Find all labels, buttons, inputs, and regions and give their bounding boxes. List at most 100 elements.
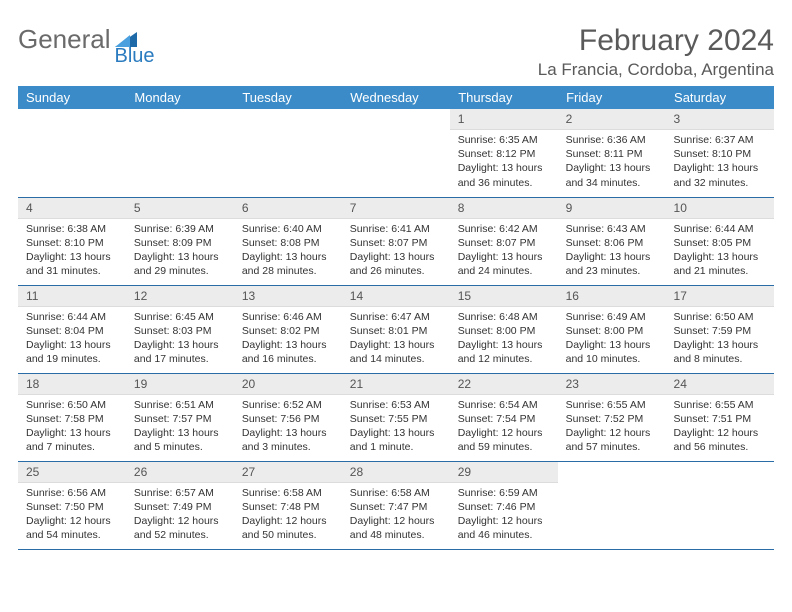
day-detail: Sunrise: 6:45 AMSunset: 8:03 PMDaylight:… [126, 307, 234, 371]
weekday-header: Wednesday [342, 86, 450, 109]
calendar-cell: 14Sunrise: 6:47 AMSunset: 8:01 PMDayligh… [342, 285, 450, 373]
day-detail: Sunrise: 6:56 AMSunset: 7:50 PMDaylight:… [18, 483, 126, 547]
day-detail: Sunrise: 6:53 AMSunset: 7:55 PMDaylight:… [342, 395, 450, 459]
day-number: 4 [18, 198, 126, 219]
day-number: 22 [450, 374, 558, 395]
day-number: 16 [558, 286, 666, 307]
day-number: 28 [342, 462, 450, 483]
day-number: 17 [666, 286, 774, 307]
day-number: 25 [18, 462, 126, 483]
calendar-cell: 13Sunrise: 6:46 AMSunset: 8:02 PMDayligh… [234, 285, 342, 373]
day-number: 6 [234, 198, 342, 219]
day-number: 12 [126, 286, 234, 307]
day-detail: Sunrise: 6:41 AMSunset: 8:07 PMDaylight:… [342, 219, 450, 283]
calendar-cell: 10Sunrise: 6:44 AMSunset: 8:05 PMDayligh… [666, 197, 774, 285]
calendar-cell: 24Sunrise: 6:55 AMSunset: 7:51 PMDayligh… [666, 373, 774, 461]
calendar-cell: 5Sunrise: 6:39 AMSunset: 8:09 PMDaylight… [126, 197, 234, 285]
weekday-header: Thursday [450, 86, 558, 109]
weekday-header: Sunday [18, 86, 126, 109]
day-number: 23 [558, 374, 666, 395]
day-detail: Sunrise: 6:37 AMSunset: 8:10 PMDaylight:… [666, 130, 774, 194]
day-number: 13 [234, 286, 342, 307]
day-detail: Sunrise: 6:47 AMSunset: 8:01 PMDaylight:… [342, 307, 450, 371]
calendar-cell: 29Sunrise: 6:59 AMSunset: 7:46 PMDayligh… [450, 461, 558, 549]
day-number: 26 [126, 462, 234, 483]
calendar-cell [126, 109, 234, 197]
day-number: 7 [342, 198, 450, 219]
day-detail: Sunrise: 6:35 AMSunset: 8:12 PMDaylight:… [450, 130, 558, 194]
day-detail: Sunrise: 6:50 AMSunset: 7:59 PMDaylight:… [666, 307, 774, 371]
day-number: 2 [558, 109, 666, 130]
day-detail: Sunrise: 6:49 AMSunset: 8:00 PMDaylight:… [558, 307, 666, 371]
day-number: 10 [666, 198, 774, 219]
calendar-cell [558, 461, 666, 549]
calendar-cell: 8Sunrise: 6:42 AMSunset: 8:07 PMDaylight… [450, 197, 558, 285]
calendar-row: 1Sunrise: 6:35 AMSunset: 8:12 PMDaylight… [18, 109, 774, 197]
calendar-row: 4Sunrise: 6:38 AMSunset: 8:10 PMDaylight… [18, 197, 774, 285]
day-detail: Sunrise: 6:40 AMSunset: 8:08 PMDaylight:… [234, 219, 342, 283]
day-number: 14 [342, 286, 450, 307]
calendar-body: 1Sunrise: 6:35 AMSunset: 8:12 PMDaylight… [18, 109, 774, 549]
calendar-cell: 22Sunrise: 6:54 AMSunset: 7:54 PMDayligh… [450, 373, 558, 461]
day-detail: Sunrise: 6:58 AMSunset: 7:47 PMDaylight:… [342, 483, 450, 547]
calendar-table: SundayMondayTuesdayWednesdayThursdayFrid… [18, 86, 774, 550]
calendar-cell: 27Sunrise: 6:58 AMSunset: 7:48 PMDayligh… [234, 461, 342, 549]
day-detail: Sunrise: 6:52 AMSunset: 7:56 PMDaylight:… [234, 395, 342, 459]
day-detail: Sunrise: 6:59 AMSunset: 7:46 PMDaylight:… [450, 483, 558, 547]
weekday-header-row: SundayMondayTuesdayWednesdayThursdayFrid… [18, 86, 774, 109]
day-detail: Sunrise: 6:51 AMSunset: 7:57 PMDaylight:… [126, 395, 234, 459]
day-detail: Sunrise: 6:36 AMSunset: 8:11 PMDaylight:… [558, 130, 666, 194]
calendar-cell: 26Sunrise: 6:57 AMSunset: 7:49 PMDayligh… [126, 461, 234, 549]
calendar-cell: 9Sunrise: 6:43 AMSunset: 8:06 PMDaylight… [558, 197, 666, 285]
calendar-cell [234, 109, 342, 197]
day-number: 29 [450, 462, 558, 483]
weekday-header: Tuesday [234, 86, 342, 109]
logo-text-blue: Blue [115, 38, 155, 69]
day-number: 21 [342, 374, 450, 395]
calendar-row: 11Sunrise: 6:44 AMSunset: 8:04 PMDayligh… [18, 285, 774, 373]
day-detail: Sunrise: 6:39 AMSunset: 8:09 PMDaylight:… [126, 219, 234, 283]
calendar-cell: 17Sunrise: 6:50 AMSunset: 7:59 PMDayligh… [666, 285, 774, 373]
calendar-cell [342, 109, 450, 197]
day-detail: Sunrise: 6:44 AMSunset: 8:05 PMDaylight:… [666, 219, 774, 283]
calendar-cell: 15Sunrise: 6:48 AMSunset: 8:00 PMDayligh… [450, 285, 558, 373]
day-detail: Sunrise: 6:38 AMSunset: 8:10 PMDaylight:… [18, 219, 126, 283]
day-detail: Sunrise: 6:44 AMSunset: 8:04 PMDaylight:… [18, 307, 126, 371]
day-detail: Sunrise: 6:42 AMSunset: 8:07 PMDaylight:… [450, 219, 558, 283]
day-detail: Sunrise: 6:46 AMSunset: 8:02 PMDaylight:… [234, 307, 342, 371]
weekday-header: Saturday [666, 86, 774, 109]
day-number: 27 [234, 462, 342, 483]
calendar-cell [666, 461, 774, 549]
day-detail: Sunrise: 6:54 AMSunset: 7:54 PMDaylight:… [450, 395, 558, 459]
calendar-cell: 2Sunrise: 6:36 AMSunset: 8:11 PMDaylight… [558, 109, 666, 197]
day-detail: Sunrise: 6:58 AMSunset: 7:48 PMDaylight:… [234, 483, 342, 547]
calendar-row: 18Sunrise: 6:50 AMSunset: 7:58 PMDayligh… [18, 373, 774, 461]
day-detail: Sunrise: 6:43 AMSunset: 8:06 PMDaylight:… [558, 219, 666, 283]
header: General Blue February 2024 La Francia, C… [18, 24, 774, 80]
calendar-cell: 3Sunrise: 6:37 AMSunset: 8:10 PMDaylight… [666, 109, 774, 197]
day-number: 24 [666, 374, 774, 395]
calendar-cell: 21Sunrise: 6:53 AMSunset: 7:55 PMDayligh… [342, 373, 450, 461]
calendar-cell: 23Sunrise: 6:55 AMSunset: 7:52 PMDayligh… [558, 373, 666, 461]
calendar-cell: 6Sunrise: 6:40 AMSunset: 8:08 PMDaylight… [234, 197, 342, 285]
day-number: 5 [126, 198, 234, 219]
calendar-cell: 20Sunrise: 6:52 AMSunset: 7:56 PMDayligh… [234, 373, 342, 461]
day-number: 9 [558, 198, 666, 219]
calendar-row: 25Sunrise: 6:56 AMSunset: 7:50 PMDayligh… [18, 461, 774, 549]
calendar-cell: 18Sunrise: 6:50 AMSunset: 7:58 PMDayligh… [18, 373, 126, 461]
calendar-cell: 25Sunrise: 6:56 AMSunset: 7:50 PMDayligh… [18, 461, 126, 549]
day-detail: Sunrise: 6:57 AMSunset: 7:49 PMDaylight:… [126, 483, 234, 547]
logo-text-general: General [18, 24, 111, 55]
calendar-cell: 28Sunrise: 6:58 AMSunset: 7:47 PMDayligh… [342, 461, 450, 549]
day-detail: Sunrise: 6:50 AMSunset: 7:58 PMDaylight:… [18, 395, 126, 459]
day-number: 8 [450, 198, 558, 219]
calendar-cell: 4Sunrise: 6:38 AMSunset: 8:10 PMDaylight… [18, 197, 126, 285]
location-label: La Francia, Cordoba, Argentina [538, 60, 774, 80]
weekday-header: Friday [558, 86, 666, 109]
page-title: February 2024 [538, 24, 774, 58]
calendar-cell: 7Sunrise: 6:41 AMSunset: 8:07 PMDaylight… [342, 197, 450, 285]
day-number: 11 [18, 286, 126, 307]
day-detail: Sunrise: 6:48 AMSunset: 8:00 PMDaylight:… [450, 307, 558, 371]
calendar-cell: 11Sunrise: 6:44 AMSunset: 8:04 PMDayligh… [18, 285, 126, 373]
calendar-cell [18, 109, 126, 197]
